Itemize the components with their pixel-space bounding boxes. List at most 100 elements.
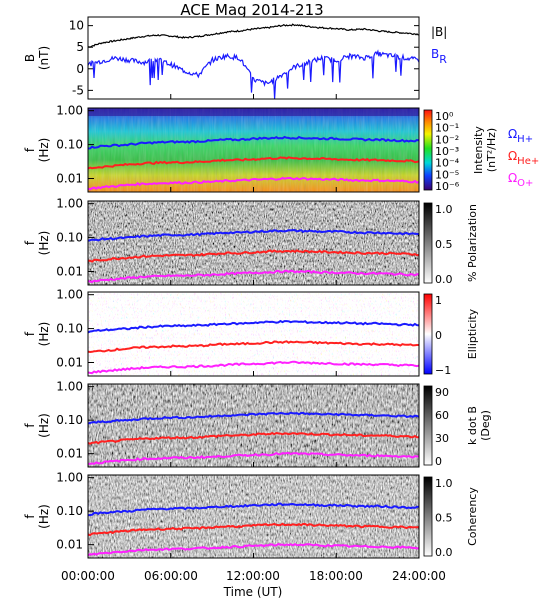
legend-b-total: |B| xyxy=(431,25,447,39)
y-tick-label: 0.01 xyxy=(56,265,83,279)
chart-title: ACE Mag 2014-213 xyxy=(180,1,323,19)
spectrogram-bg xyxy=(88,201,419,285)
y-tick-label: 0.01 xyxy=(56,356,83,370)
spectrogram xyxy=(88,201,419,285)
colorbar-unit: (Deg) xyxy=(479,410,492,441)
colorbar-tick-label: 0.0 xyxy=(435,546,453,559)
gyrofrequency-line xyxy=(88,522,419,537)
colorbar-tick-label: 10⁻³ xyxy=(435,145,459,158)
x-tick-label: 12:00:00 xyxy=(226,569,280,583)
y-tick-label: 10 xyxy=(69,19,84,33)
legend-gyrofrequency: ΩH+ xyxy=(508,127,533,145)
spectrogram-bg xyxy=(88,384,419,467)
x-axis-label: Time (UT) xyxy=(223,585,283,599)
legend-gyrofrequency: ΩO+ xyxy=(508,171,533,189)
y-axis-label: f xyxy=(23,147,37,152)
y-tick-label: 0.10 xyxy=(56,322,83,336)
panel-kdotb: 1.00 0.10 0.01 f (Hz) 90 60 30 0 k dot B (Deg) xyxy=(23,380,492,468)
x-axis: 00:00:00 06:00:00 12:00:00 18:00:00 24:0… xyxy=(61,569,446,599)
y-tick-label: 0.01 xyxy=(56,447,83,461)
colorbar-label: k dot B xyxy=(466,406,479,445)
legend-subscript: R xyxy=(439,53,447,66)
gyrofrequency-line xyxy=(88,269,419,284)
colorbar-unit: (nT²/Hz) xyxy=(485,128,498,172)
y-axis-unit: (Hz) xyxy=(37,138,51,163)
colorbar xyxy=(423,385,433,466)
colorbar xyxy=(423,476,433,557)
colorbar-tick-label: 0 xyxy=(435,329,442,342)
y-axis-unit: (Hz) xyxy=(37,413,51,438)
y-axis-unit: (Hz) xyxy=(37,322,51,347)
y-axis-label: f xyxy=(23,240,37,245)
colorbar-tick-label: 0 xyxy=(435,455,442,468)
y-axis-unit: (Hz) xyxy=(37,504,51,529)
y-axis-label: f xyxy=(23,423,37,428)
spectrogram xyxy=(88,384,419,467)
x-tick-label: 00:00:00 xyxy=(61,569,115,583)
y-axis-label: B xyxy=(23,54,37,62)
legend-subscript: H+ xyxy=(517,134,533,145)
gyrofrequency-line xyxy=(88,135,419,150)
colorbar-tick-label: 0.0 xyxy=(435,273,453,286)
colorbar-tick-label: 90 xyxy=(435,386,449,399)
gyrofrequency-line xyxy=(88,319,419,334)
colorbar-tick-label: 10⁻⁶ xyxy=(435,180,460,193)
spectrogram-bg xyxy=(88,475,419,558)
y-tick-label: 1.00 xyxy=(56,380,83,394)
spectrogram xyxy=(88,292,419,376)
colorbar-tick-label: 1.0 xyxy=(435,203,453,216)
colorbar-tick-label: 10⁰ xyxy=(435,110,454,123)
series-line xyxy=(87,23,420,48)
colorbar-label: Intensity xyxy=(472,126,485,174)
y-axis-label: f xyxy=(23,331,37,336)
legend-subscript: O+ xyxy=(517,178,533,189)
gyrofrequency-line xyxy=(88,360,419,375)
colorbar-tick-label: 1 xyxy=(435,294,442,307)
gyrofrequency-line xyxy=(88,156,419,170)
gyrofrequency-line xyxy=(88,228,419,242)
y-tick-label: 0.10 xyxy=(56,138,83,152)
y-tick-label: 0.10 xyxy=(56,504,83,518)
y-tick-label: 0 xyxy=(76,62,84,76)
colorbar-tick-label: 10⁻⁵ xyxy=(435,168,459,181)
panel-coherency: 1.00 0.10 0.01 f (Hz) 1.0 0.5 0.0 Coherency xyxy=(23,471,479,559)
series-line xyxy=(87,49,420,100)
colorbar-tick-label: −1 xyxy=(435,364,451,377)
gyrofrequency-line xyxy=(88,431,419,445)
spectrogram-top xyxy=(88,108,419,116)
colorbar-tick-label: 1.0 xyxy=(435,477,453,490)
panel-polarization: 1.00 0.10 0.01 f (Hz) 1.0 0.5 0.0 % Polarization xyxy=(23,197,479,286)
colorbar xyxy=(423,293,433,375)
colorbar-tick-label: 30 xyxy=(435,432,449,445)
gyrofrequency-line xyxy=(88,502,419,517)
y-tick-label: 1.00 xyxy=(56,288,83,302)
y-tick-label: 1.00 xyxy=(56,471,83,485)
colorbar-tick-label: 10⁻² xyxy=(435,133,459,146)
gyrofrequency-line xyxy=(88,340,419,354)
spectrogram-bg xyxy=(88,292,419,376)
y-tick-label: 1.00 xyxy=(56,197,83,211)
y-axis-unit: (Hz) xyxy=(37,231,51,256)
legend-gyrofrequency: ΩHe+ xyxy=(508,149,539,167)
panel-intensity: 1.00 0.10 0.01 f (Hz) 10⁰10⁻¹10⁻²10⁻³10⁻⁴10⁻⁵… xyxy=(23,104,498,193)
legend-b-r: BR xyxy=(431,47,447,66)
colorbar-tick-label: 0.5 xyxy=(435,512,453,525)
x-tick-label: 18:00:00 xyxy=(309,569,363,583)
y-tick-label: 0.01 xyxy=(56,538,83,552)
colorbar-tick-label: 10⁻¹ xyxy=(435,122,459,135)
spectrogram xyxy=(88,475,419,558)
plot-area xyxy=(88,17,419,99)
colorbar-label: Coherency xyxy=(466,487,479,546)
y-tick-label: 0.10 xyxy=(56,413,83,427)
legend-subscript: He+ xyxy=(517,156,539,167)
gyrofrequency-line xyxy=(88,249,419,263)
y-tick-label: 1.00 xyxy=(56,104,83,118)
panel-b: 10 5 0 -5 B (nT) xyxy=(23,16,420,100)
x-tick-label: 06:00:00 xyxy=(144,569,198,583)
colorbar-tick-label: 0.5 xyxy=(435,238,453,251)
colorbar xyxy=(423,109,433,191)
gyrofrequency-line xyxy=(88,542,419,557)
x-tick-label: 24:00:00 xyxy=(392,569,446,583)
